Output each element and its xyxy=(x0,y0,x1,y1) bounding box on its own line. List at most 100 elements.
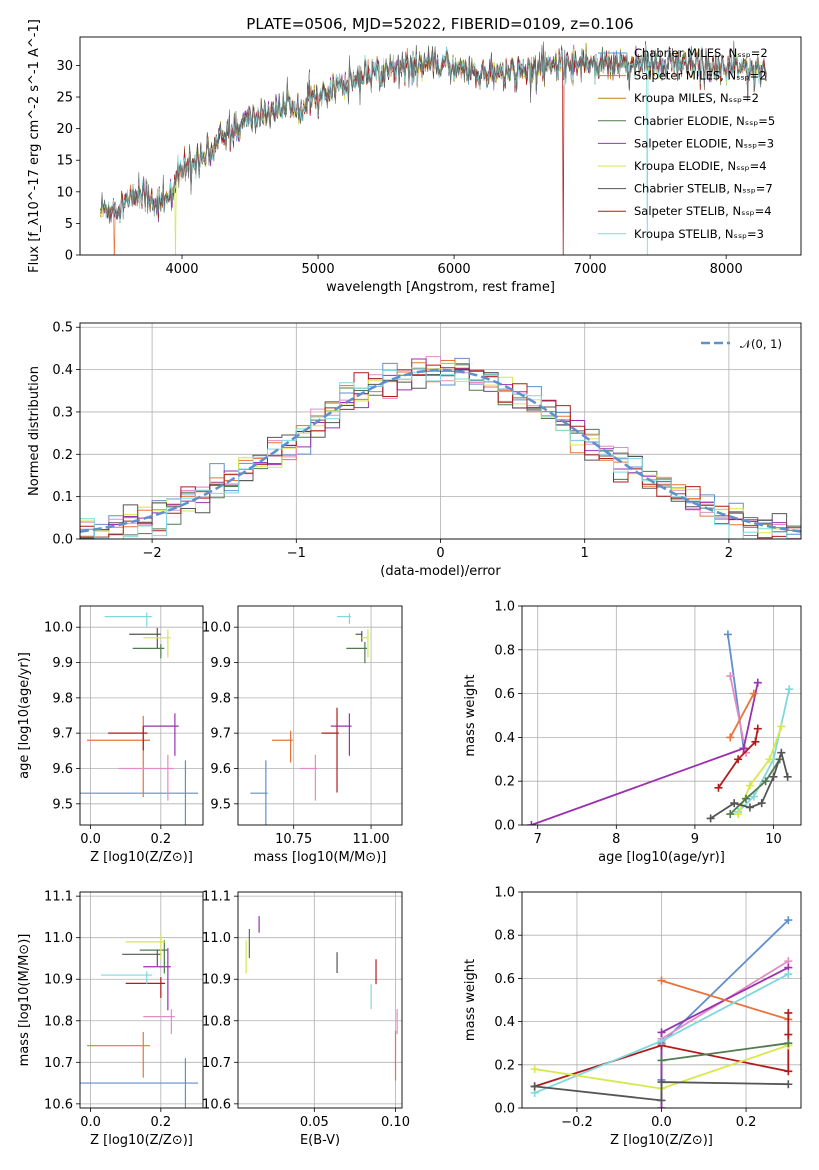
weight-marker xyxy=(739,744,748,753)
x-tick-label: 4000 xyxy=(165,262,198,277)
y-tick-label: 15 xyxy=(56,154,73,169)
errorbar-point xyxy=(361,629,369,658)
errorbar-point xyxy=(132,644,165,659)
x-tick-label: 0 xyxy=(436,546,444,561)
weight-lines xyxy=(527,630,794,825)
spectrum-lines xyxy=(100,40,767,255)
legend-label: Salpeter STELIB, Nₛₛₚ=4 xyxy=(634,204,772,218)
weight-marker xyxy=(765,755,774,764)
y-tick-label: 0.3 xyxy=(52,405,73,420)
weight-marker xyxy=(530,1082,539,1091)
weight-marker xyxy=(784,916,793,925)
plot-frame xyxy=(79,36,802,256)
errorbar-point xyxy=(299,754,318,801)
errorbar-point xyxy=(87,1031,151,1078)
errorbar-point xyxy=(108,725,148,751)
x-tick-label: 7 xyxy=(534,832,542,847)
y-tick-label: 11.1 xyxy=(44,890,73,905)
weight-vs-age-panel: 7 8 9 10 0.0 0.2 0.4 0.6 0.8 1.0 age [log10(age/yr… xyxy=(463,600,802,865)
y-tick-label: 0.4 xyxy=(494,1015,515,1030)
x-tick-label: 10 xyxy=(765,832,782,847)
x-axis-label: mass [log10(M/M⊙)] xyxy=(254,850,387,865)
weight-marker xyxy=(726,733,735,742)
age-vs-mass-panel: 10.75 11.00 9.5 9.6 9.7 9.8 9.9 10.0 mass [log10… xyxy=(202,605,403,865)
x-tick-label: 0.2 xyxy=(150,832,171,847)
errorbar-point xyxy=(143,713,179,756)
x-tick-label: 7000 xyxy=(574,262,607,277)
y-tick-label: 0.0 xyxy=(52,533,73,548)
errorbars xyxy=(245,916,398,1081)
x-tick-label: 0.2 xyxy=(736,1115,757,1130)
weight-marker xyxy=(726,810,735,819)
y-tick-label: 0.0 xyxy=(494,1102,515,1117)
weight-line xyxy=(717,728,759,789)
y-tick-label: 0.4 xyxy=(52,363,73,378)
x-tick-label: 0.0 xyxy=(80,832,101,847)
y-tick-label: 5 xyxy=(65,217,73,232)
errorbar-point xyxy=(143,1009,175,1035)
y-tick-label: 1.0 xyxy=(494,600,515,615)
errorbar-point xyxy=(125,977,166,998)
y-tick-label: 9.9 xyxy=(52,656,73,671)
y-tick-label: 9.5 xyxy=(52,797,73,812)
y-tick-label: 9.6 xyxy=(210,762,231,777)
x-tick-label: 2 xyxy=(725,546,733,561)
y-axis-label: Normed distribution xyxy=(27,366,42,496)
weight-vs-metallicity-panel: −0.2 0.0 0.2 0.0 0.2 0.4 0.6 0.8 1.0 Z [log10(Z/Z… xyxy=(463,886,802,1148)
errorbar-point xyxy=(101,971,153,984)
y-tick-label: 10 xyxy=(56,185,73,200)
y-tick-label: 9.7 xyxy=(52,727,73,742)
weight-marker xyxy=(784,970,793,979)
y-tick-label: 11.1 xyxy=(202,890,231,905)
y-tick-label: 10.6 xyxy=(202,1097,231,1112)
errorbars xyxy=(80,934,199,1108)
residuals-panel: −2 −1 0 1 2 0.0 0.1 0.2 0.3 0.4 0.5 (data-model)/er… xyxy=(27,321,802,579)
y-tick-label: 0.8 xyxy=(494,643,515,658)
x-axis-label: E(B-V) xyxy=(300,1133,340,1148)
weight-line xyxy=(729,675,747,753)
y-tick-label: 25 xyxy=(56,91,73,106)
weight-line xyxy=(729,693,755,738)
y-tick-label: 10.8 xyxy=(44,1014,73,1029)
legend-label: Salpeter ELODIE, Nₛₛₚ=3 xyxy=(634,136,774,150)
weight-marker xyxy=(657,1078,666,1087)
x-tick-label: 11.00 xyxy=(352,832,389,847)
age-vs-metallicity-panel: 0.0 0.2 9.5 9.6 9.7 9.8 9.9 10.0 Z [log10(Z/Z⊙)]… xyxy=(17,605,204,865)
y-tick-label: 0.2 xyxy=(494,1058,515,1073)
mass-vs-extinction-panel: 0.05 0.10 10.6 10.7 10.8 10.9 11.0 11.1 E(B-V) xyxy=(202,890,410,1148)
x-axis-label: wavelength [Angstrom, rest frame] xyxy=(326,280,555,295)
weight-marker xyxy=(657,1096,666,1105)
errorbar-point xyxy=(330,713,352,756)
weight-marker xyxy=(749,792,758,801)
y-tick-label: 30 xyxy=(56,59,73,74)
legend-label: Chabrier ELODIE, Nₛₛₚ=5 xyxy=(634,114,775,128)
errorbar-point xyxy=(80,1058,199,1108)
y-tick-label: 10.7 xyxy=(202,1056,231,1071)
spectrum-model-line xyxy=(100,44,767,255)
weight-marker xyxy=(714,783,723,792)
y-axis-label: Flux [f_λ10^-17 erg cm^-2 s^-1 A^-1] xyxy=(27,19,42,273)
plot-frame xyxy=(79,322,802,540)
weight-marker xyxy=(734,810,743,819)
x-tick-label: 0.2 xyxy=(150,1115,171,1130)
errorbar-point xyxy=(337,613,351,625)
weight-marker xyxy=(657,1104,666,1108)
weight-marker xyxy=(784,1067,793,1076)
errorbar-point xyxy=(143,948,171,1011)
weight-marker xyxy=(777,748,786,757)
y-tick-label: 10.7 xyxy=(44,1056,73,1071)
y-tick-label: 11.0 xyxy=(202,931,231,946)
y-tick-label: 0 xyxy=(65,249,73,264)
legend-label: Salpeter MILES, Nₛₛₚ=2 xyxy=(634,69,767,83)
weight-marker xyxy=(785,685,794,694)
spectrum-panel: 4000 5000 6000 7000 8000 0 5 10 15 20 25 30 waveleng… xyxy=(27,19,802,295)
y-axis-label: mass weight xyxy=(463,959,478,1041)
spectrum-data-line xyxy=(100,40,767,224)
errorbar-point xyxy=(87,715,151,798)
plot-frame xyxy=(79,605,204,826)
plot-frame xyxy=(79,891,204,1109)
weight-line xyxy=(534,1081,789,1102)
y-tick-label: 9.9 xyxy=(210,656,231,671)
weight-marker xyxy=(730,799,739,808)
weight-marker xyxy=(527,821,536,825)
